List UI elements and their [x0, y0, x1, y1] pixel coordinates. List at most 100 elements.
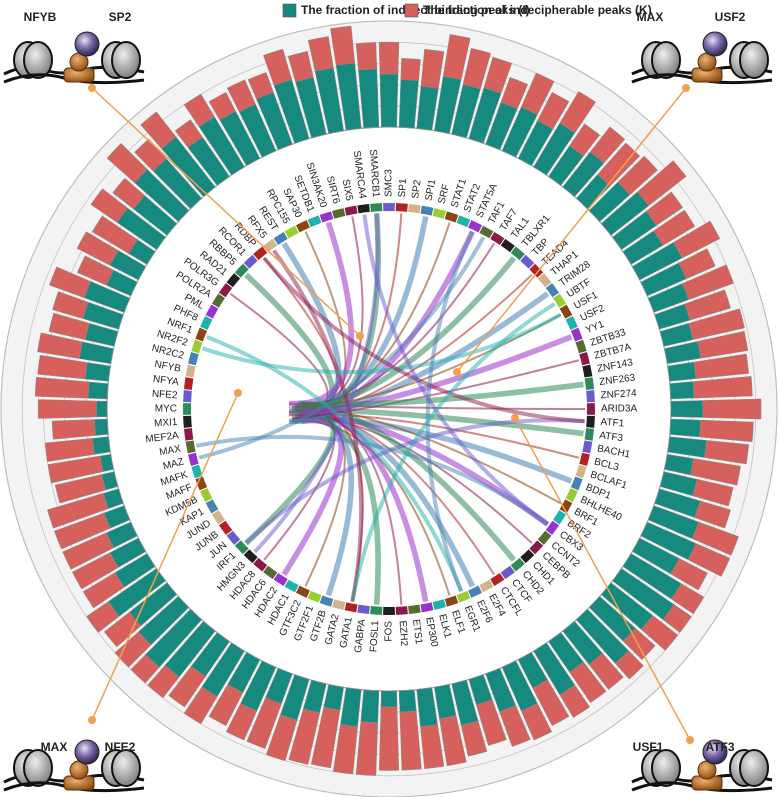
bar-indecipherable — [37, 332, 83, 359]
segment — [185, 440, 196, 454]
callout-label: USF2 — [715, 10, 746, 24]
bar-indecipherable — [168, 665, 206, 708]
segment — [357, 604, 370, 615]
bar-indecipherable — [378, 706, 400, 771]
legend-swatch — [404, 3, 419, 18]
segment — [243, 254, 258, 269]
bar-indecipherable — [704, 440, 750, 465]
segment — [243, 549, 258, 564]
category-label: EZH2 — [397, 620, 410, 647]
leader-line — [91, 87, 361, 337]
bar-indecipherable — [692, 478, 734, 507]
callout-label: NFYB — [24, 10, 57, 24]
category-label: FOS — [384, 621, 395, 642]
bar-indecipherable — [499, 705, 531, 747]
bar-indecipherable — [460, 720, 488, 757]
bar-indecipherable — [37, 399, 97, 419]
callout-label: MAX — [637, 10, 664, 24]
bar-indecipherable — [71, 552, 119, 590]
leader-line — [456, 87, 687, 373]
segment — [468, 220, 483, 233]
segment — [284, 579, 299, 593]
segment — [205, 304, 219, 319]
segment — [479, 225, 494, 239]
segment — [582, 364, 593, 378]
segment — [211, 293, 225, 308]
bar-indecipherable — [130, 654, 160, 684]
bar-indirect — [669, 381, 695, 400]
bar-indecipherable — [462, 47, 491, 90]
category-label: MXI1 — [154, 417, 178, 429]
bar-indecipherable — [378, 41, 400, 75]
bar-indecipherable — [86, 601, 120, 633]
category-label: FOSL1 — [368, 620, 381, 653]
segment — [500, 238, 515, 253]
segment — [408, 604, 421, 615]
callout-label: NFE2 — [105, 740, 136, 754]
bar-indirect — [96, 400, 108, 418]
bar-indecipherable — [399, 710, 422, 771]
callout-label: USF1 — [633, 740, 664, 754]
segment — [586, 415, 595, 428]
bar-indecipherable — [559, 684, 591, 718]
bar-indecipherable — [34, 376, 90, 399]
bar-indecipherable — [532, 679, 570, 727]
segment — [263, 565, 278, 580]
category-label: ARID3A — [601, 404, 637, 415]
bar-indecipherable — [174, 119, 203, 148]
chord — [244, 418, 585, 545]
bar-indecipherable — [439, 715, 467, 767]
segment — [490, 573, 505, 587]
bar-indecipherable — [684, 289, 731, 321]
bar-indecipherable — [246, 697, 282, 749]
category-label: SMC3 — [384, 169, 395, 197]
bar-indecipherable — [208, 91, 236, 121]
segment — [370, 203, 383, 212]
segment — [383, 606, 395, 616]
segment — [444, 595, 459, 607]
bar-indecipherable — [614, 650, 644, 680]
leader-dot — [511, 414, 519, 422]
bar-indecipherable — [699, 419, 754, 443]
chord — [253, 213, 380, 554]
segment — [191, 464, 203, 479]
bar-indecipherable — [520, 72, 555, 115]
bar-indecipherable — [48, 312, 90, 340]
grid-ring — [0, 20, 778, 797]
segment — [586, 403, 596, 415]
bar-indecipherable — [500, 77, 529, 110]
bar-indecipherable — [265, 714, 298, 762]
segment — [575, 464, 587, 479]
segment — [218, 520, 233, 535]
chord — [281, 417, 344, 576]
bar-indecipherable — [670, 558, 708, 591]
chord — [272, 249, 364, 602]
segment — [185, 364, 196, 378]
bar-indecipherable — [673, 220, 721, 259]
segment — [273, 231, 288, 245]
leader-dot — [234, 389, 242, 397]
segment — [545, 283, 560, 298]
segment — [537, 530, 552, 545]
bar-indecipherable — [355, 42, 378, 71]
segment — [490, 231, 505, 245]
bar-indecipherable — [687, 543, 731, 577]
leader-line — [514, 417, 691, 741]
segment — [395, 203, 408, 212]
leader-dot — [453, 368, 461, 376]
bar-indecipherable — [442, 34, 471, 80]
segment — [584, 377, 595, 390]
category-label: SPI1 — [423, 178, 438, 202]
segment — [226, 273, 241, 288]
bar-indecipherable — [691, 521, 739, 556]
bar-indecipherable — [355, 721, 379, 776]
segment — [579, 452, 590, 466]
segment — [319, 595, 334, 607]
segment — [344, 602, 358, 613]
segment — [586, 390, 595, 403]
segment — [553, 293, 567, 308]
segment — [195, 476, 208, 491]
bar-indecipherable — [287, 51, 314, 83]
bar-indirect — [360, 689, 380, 723]
bar-indecipherable — [420, 48, 445, 89]
